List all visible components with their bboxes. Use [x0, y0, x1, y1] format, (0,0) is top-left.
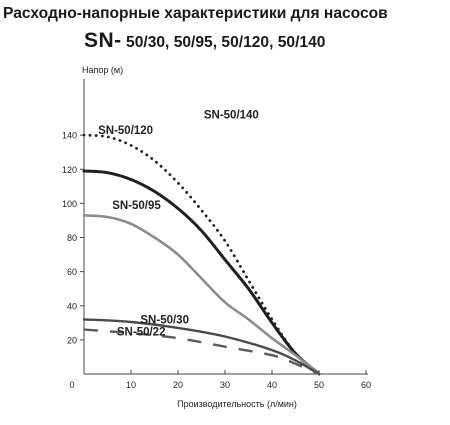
series-line-sn120	[82, 169, 321, 376]
y-tick-label: 40	[67, 301, 77, 311]
series-label-sn95: SN-50/95	[112, 200, 161, 212]
y-tick-label: 120	[62, 165, 77, 175]
series-label-sn140: SN-50/140	[204, 110, 259, 122]
y-axis-title: Напор (м)	[82, 65, 123, 75]
x-tick-label: 60	[361, 380, 371, 390]
chart-title-line1: Расходно-напорные характеристики для нас…	[3, 5, 388, 22]
y-tick-label: 60	[67, 267, 77, 277]
series-label-sn22: SN-50/22	[117, 326, 166, 338]
series-line-sn22	[83, 328, 320, 376]
y-tick-label: 20	[67, 335, 77, 345]
series-label-sn30: SN-50/30	[140, 314, 189, 326]
series-line-sn30	[82, 318, 321, 376]
y-tick-label: 100	[62, 199, 77, 209]
x-tick-label: 20	[173, 380, 183, 390]
series-label-sn120: SN-50/120	[98, 125, 153, 137]
y-tick-label: 80	[67, 233, 77, 243]
x-tick-label: 50	[314, 380, 324, 390]
x-tick-label: 40	[267, 380, 277, 390]
title-models: 50/30, 50/95, 50/120, 50/140	[126, 34, 326, 51]
x-tick-label: 0	[69, 380, 74, 390]
chart-title-line2: SN- 50/30, 50/95, 50/120, 50/140	[84, 29, 325, 53]
series-line-sn95	[82, 214, 321, 376]
y-tick-label: 140	[62, 131, 77, 141]
x-axis-title: Производительность (л/мин)	[177, 399, 297, 409]
title-prefix: SN-	[84, 29, 122, 52]
x-tick-label: 10	[126, 380, 136, 390]
x-tick-label: 30	[220, 380, 230, 390]
